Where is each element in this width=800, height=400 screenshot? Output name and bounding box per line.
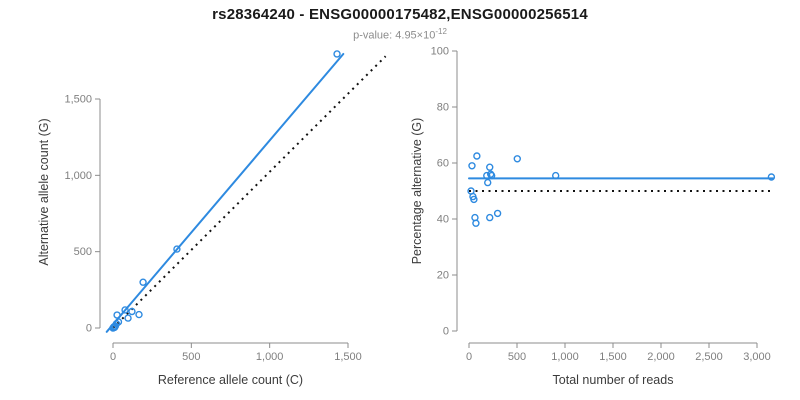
data-point xyxy=(513,155,521,163)
data-point xyxy=(484,178,492,187)
data-point xyxy=(114,318,123,326)
x-tick-label: 1,000 xyxy=(551,351,579,363)
y-tick-label: 100 xyxy=(431,46,449,58)
data-point xyxy=(483,171,491,180)
data-point xyxy=(472,219,480,227)
x-tick-label: 0 xyxy=(466,351,472,363)
y-tick-label: 60 xyxy=(437,158,449,170)
data-point xyxy=(124,314,132,322)
left-plot: 0 500 1,000 1,500 0 500 1,000 1,500 Reference al… xyxy=(37,50,387,387)
data-point xyxy=(470,195,478,204)
page-title: rs28364240 - ENSG00000175482,ENSG0000025… xyxy=(212,6,588,23)
identity-line xyxy=(112,55,387,329)
data-point xyxy=(113,311,121,319)
x-tick-label: 500 xyxy=(182,351,200,363)
x-axis-label: Reference allele count (C) xyxy=(158,373,303,387)
x-tick-label: 500 xyxy=(508,351,526,363)
data-point xyxy=(128,307,136,316)
y-tick-label: 1,000 xyxy=(64,170,92,182)
x-tick-label: 3,000 xyxy=(743,351,771,363)
y-tick-label: 80 xyxy=(437,102,449,114)
data-point xyxy=(468,162,476,170)
data-point xyxy=(139,278,147,286)
x-tick-label: 1,500 xyxy=(599,351,627,363)
y-tick-label: 500 xyxy=(74,246,92,258)
y-axis-label: Alternative allele count (G) xyxy=(37,118,51,265)
data-point xyxy=(486,163,494,171)
p-value-exponent: -12 xyxy=(435,27,447,36)
data-point xyxy=(173,245,181,253)
x-axis-label: Total number of reads xyxy=(553,373,674,387)
x-tick-label: 2,500 xyxy=(695,351,723,363)
data-point xyxy=(767,173,776,181)
y-tick-label: 0 xyxy=(443,326,449,338)
y-tick-label: 1,500 xyxy=(64,94,92,106)
x-tick-label: 0 xyxy=(110,351,116,363)
y-tick-label: 40 xyxy=(437,214,449,226)
y-tick-label: 20 xyxy=(437,270,449,282)
data-point xyxy=(135,310,143,319)
x-tick-label: 1,500 xyxy=(334,351,362,363)
data-point xyxy=(121,306,129,314)
x-tick-label: 1,000 xyxy=(256,351,284,363)
data-point xyxy=(333,50,341,58)
y-tick-label: 0 xyxy=(86,323,92,335)
x-tick-label: 2,000 xyxy=(647,351,675,363)
data-point xyxy=(551,171,560,180)
right-plot: 0 500 1,000 1,500 2,000 2,500 3,000 0 20 40 60 80 10… xyxy=(410,46,776,387)
data-point xyxy=(486,213,494,222)
y-axis-label: Percentage alternative (G) xyxy=(410,118,424,265)
data-point xyxy=(487,171,496,180)
fit-line xyxy=(105,52,345,333)
data-point xyxy=(473,152,481,160)
p-value-text: p-value: 4.95×10 xyxy=(353,29,436,42)
p-value-subtitle: p-value: 4.95×10-12 xyxy=(0,27,800,42)
data-point xyxy=(112,320,121,328)
data-point xyxy=(493,209,502,218)
